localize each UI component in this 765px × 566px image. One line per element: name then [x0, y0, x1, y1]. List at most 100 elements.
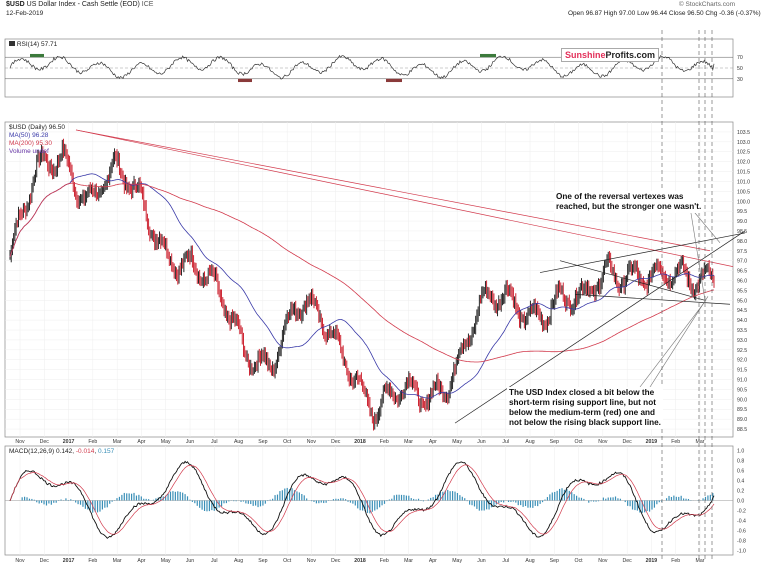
macd-xtick-18: May	[452, 558, 462, 564]
macd-xtick-4: Mar	[113, 558, 122, 564]
price-ytick-4: 101.5	[737, 170, 750, 176]
macd-ytick-7: -0.4	[737, 519, 746, 525]
price-xtick-28: Mar	[696, 439, 705, 445]
price-ytick-13: 97.0	[737, 259, 747, 265]
macd-xtick-8: Jul	[211, 558, 218, 564]
rsi-oversold-fill-1	[238, 78, 252, 83]
macd-xtick-11: Oct	[283, 558, 292, 564]
price-xtick-2: 2017	[63, 439, 75, 445]
lower-channel-line	[574, 294, 731, 305]
macd-ytick-8: -0.6	[737, 529, 746, 535]
price-ytick-5: 101.0	[737, 179, 750, 185]
brand-part1: Sunshine	[565, 50, 606, 60]
macd-xtick-16: Mar	[404, 558, 413, 564]
annotation-bottom-line-3: below the medium-term (red) one and	[509, 408, 656, 417]
price-xtick-3: Feb	[88, 439, 97, 445]
price-xtick-5: Apr	[137, 439, 145, 445]
macd-xtick-12: Nov	[307, 558, 317, 564]
macd-xtick-13: Dec	[331, 558, 341, 564]
price-panel-frame	[4, 121, 734, 438]
brand-part2: Profits.com	[605, 50, 656, 60]
price-legend-ma50: MA(50) 96.28	[9, 132, 49, 139]
macd-xtick-28: Mar	[696, 558, 705, 564]
price-ytick-17: 95.0	[737, 298, 747, 304]
macd-signal-line	[9, 464, 715, 535]
header-exchange: ICE	[141, 1, 154, 8]
macd-xtick-7: Jun	[186, 558, 194, 564]
header-instrument: US Dollar Index - Cash Settle (EOD)	[26, 1, 140, 8]
annotation-top-line-2: reached, but the stronger one wasn't.	[556, 202, 702, 211]
rsi-legend-swatch	[9, 41, 15, 46]
ma50-line	[9, 173, 715, 399]
price-ytick-21: 93.0	[737, 338, 747, 344]
price-xtick-20: Jul	[502, 439, 509, 445]
header-high: High 97.00	[603, 10, 636, 17]
macd-legend-title: MACD(12,26,9)	[9, 448, 55, 455]
pointer-top-1	[689, 206, 706, 301]
annotation-bottom: The USD Index closed a bit below the sho…	[507, 387, 663, 429]
price-xtick-23: Oct	[575, 439, 584, 445]
price-ytick-10: 98.5	[737, 229, 747, 235]
price-ytick-26: 90.5	[737, 387, 747, 393]
macd-line	[9, 460, 715, 539]
macd-xtick-3: Feb	[88, 558, 97, 564]
price-legend-ma200: MA(200) 95.30	[9, 140, 52, 147]
price-xtick-27: Feb	[671, 439, 680, 445]
macd-ytick-0: 1.0	[737, 449, 744, 455]
price-ytick-20: 93.5	[737, 328, 747, 334]
price-xtick-9: Aug	[234, 439, 243, 445]
price-xtick-17: Apr	[429, 439, 437, 445]
price-ytick-23: 92.0	[737, 358, 747, 364]
price-ytick-12: 97.5	[737, 249, 747, 255]
price-xtick-16: Mar	[404, 439, 413, 445]
price-xtick-11: Oct	[283, 439, 292, 445]
price-xtick-1: Dec	[40, 439, 50, 445]
annotation-top: One of the reversal vertexes was reached…	[554, 191, 704, 213]
header-change: Chg -0.36 (-0.37%)	[705, 10, 761, 17]
macd-xtick-23: Oct	[575, 558, 584, 564]
price-xtick-4: Mar	[113, 439, 122, 445]
price-xtick-18: May	[452, 439, 462, 445]
price-xtick-21: Aug	[525, 439, 534, 445]
macd-xtick-22: Sep	[550, 558, 559, 564]
macd-legend-value-2: -0.014	[75, 448, 95, 455]
price-xtick-13: Dec	[331, 439, 341, 445]
short-term-line	[559, 260, 706, 301]
macd-xtick-0: Nov	[15, 558, 25, 564]
macd-xtick-27: Feb	[671, 558, 680, 564]
rsi-overbought-fill-2	[480, 53, 496, 58]
rsi-legend-label: RSI(14) 57.71	[16, 41, 58, 48]
macd-ytick-4: 0.2	[737, 489, 744, 495]
price-ytick-28: 89.5	[737, 407, 747, 413]
price-ytick-2: 102.5	[737, 150, 750, 156]
header-low: Low 96.44	[637, 10, 668, 17]
macd-xtick-24: Nov	[598, 558, 608, 564]
macd-xtick-5: Apr	[137, 558, 145, 564]
rsi-ytick-0: 70	[737, 55, 743, 61]
price-ytick-24: 91.5	[737, 368, 747, 374]
price-ytick-9: 99.0	[737, 219, 747, 225]
macd-ytick-2: 0.6	[737, 469, 744, 475]
rsi-ytick-2: 30	[737, 77, 743, 83]
price-xtick-6: May	[161, 439, 171, 445]
header-close: Close 96.50	[668, 10, 704, 17]
price-ytick-30: 88.5	[737, 427, 747, 433]
price-xtick-25: Dec	[623, 439, 633, 445]
price-ytick-8: 99.5	[737, 209, 747, 215]
annotation-bottom-line-4: not below the rising black support line.	[509, 418, 661, 427]
annotation-bottom-line-1: The USD Index closed a bit below the	[509, 388, 655, 397]
price-ytick-29: 89.0	[737, 417, 747, 423]
price-ytick-7: 100.0	[737, 199, 750, 205]
price-ytick-25: 91.0	[737, 378, 747, 384]
rsi-oversold-fill-2	[386, 78, 402, 83]
header-symbol: $USD	[6, 1, 25, 8]
header-open: Open 96.87	[568, 10, 602, 17]
macd-legend-value-1: 0.142	[55, 448, 73, 455]
long-resistance-line	[75, 129, 734, 267]
rsi-overbought-fill-1	[30, 53, 44, 58]
macd-ytick-3: 0.4	[737, 479, 744, 485]
black-support-line	[454, 230, 746, 424]
rsi-legend: RSI(14) 57.71	[9, 41, 57, 48]
macd-xtick-19: Jun	[477, 558, 485, 564]
